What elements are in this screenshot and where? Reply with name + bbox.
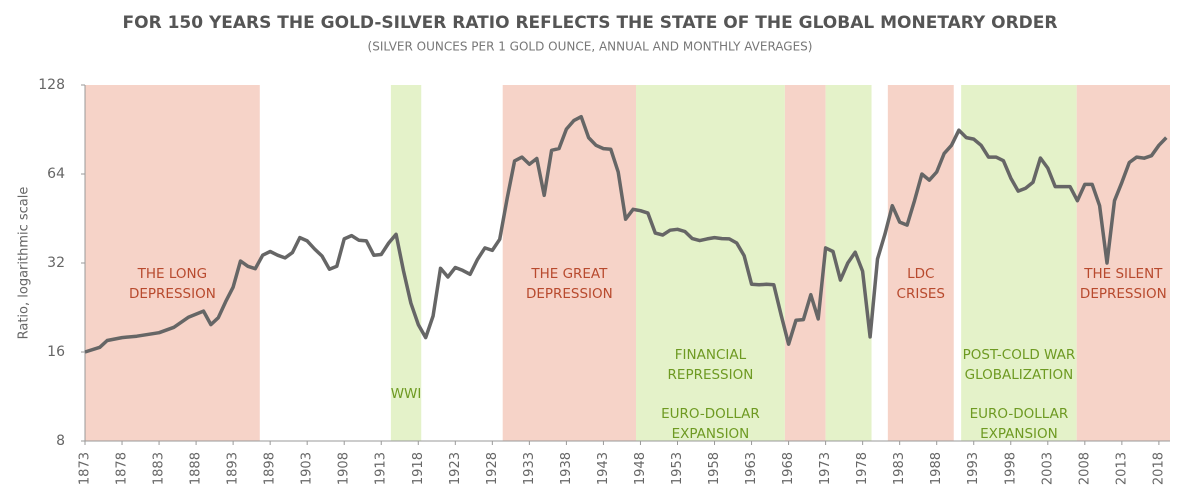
- x-tick-label: 1908: [337, 452, 352, 485]
- region-label: GLOBALIZATION: [965, 367, 1074, 383]
- x-tick-label: 1988: [929, 452, 944, 485]
- x-tick-label: 1873: [78, 452, 93, 485]
- x-tick-label: 1963: [744, 452, 759, 485]
- x-tick-label: 1878: [115, 452, 130, 485]
- region-label: DEPRESSION: [129, 286, 216, 302]
- x-tick-label: 1973: [818, 452, 833, 485]
- region-label: WWI: [391, 386, 422, 402]
- x-tick-label: 1928: [485, 452, 500, 485]
- region-label: REPRESSION: [668, 367, 754, 383]
- chart-title: FOR 150 YEARS THE GOLD-SILVER RATIO REFL…: [123, 13, 1058, 33]
- region: [784, 85, 826, 441]
- y-tick-label: 8: [56, 433, 65, 449]
- y-tick-label: 32: [47, 255, 65, 271]
- x-tick-label: 1943: [596, 452, 611, 485]
- x-tick-label: 2003: [1040, 452, 1055, 485]
- x-tick-label: 1923: [448, 452, 463, 485]
- region-label: DEPRESSION: [1080, 286, 1167, 302]
- x-tick-label: 1918: [411, 452, 426, 485]
- region-label: FINANCIAL: [675, 347, 747, 363]
- region: [961, 85, 1077, 441]
- x-tick-label: 1933: [522, 452, 537, 485]
- x-tick-label: 1998: [1003, 452, 1018, 485]
- region-label: THE GREAT: [530, 266, 608, 282]
- x-tick-label: 1978: [855, 452, 870, 485]
- x-tick-label: 1893: [226, 452, 241, 485]
- region-label: THE SILENT: [1083, 266, 1163, 282]
- chart-subtitle: (SILVER OUNCES PER 1 GOLD OUNCE, ANNUAL …: [368, 40, 813, 54]
- y-tick-label: 64: [47, 166, 65, 182]
- x-tick-label: 2013: [1114, 452, 1129, 485]
- region: [1076, 85, 1170, 441]
- x-tick-label: 1888: [189, 452, 204, 485]
- region-label: EXPANSION: [672, 426, 750, 442]
- region-label: THE LONG: [137, 266, 207, 282]
- x-tick-label: 1883: [152, 452, 167, 485]
- x-tick-label: 1898: [263, 452, 278, 485]
- region-label: CRISES: [897, 286, 945, 302]
- series-line: [84, 114, 1168, 354]
- x-tick-label: 1983: [892, 452, 907, 485]
- region: [887, 85, 954, 441]
- x-tick-label: 1958: [707, 452, 722, 485]
- x-tick-label: 1948: [633, 452, 648, 485]
- x-tick-label: 1938: [559, 452, 574, 485]
- region: [636, 85, 785, 441]
- x-tick-label: 1968: [781, 452, 796, 485]
- y-tick-label: 16: [47, 344, 65, 360]
- region: [85, 85, 260, 441]
- region-label: EXPANSION: [980, 426, 1058, 442]
- region-label: POST-COLD WAR: [963, 347, 1076, 363]
- region-label: EURO-DOLLAR: [970, 406, 1069, 422]
- region: [390, 85, 422, 441]
- x-tick-label: 2018: [1151, 452, 1166, 485]
- region-label: EURO-DOLLAR: [661, 406, 760, 422]
- y-tick-label: 128: [38, 77, 65, 93]
- x-tick-label: 1913: [374, 452, 389, 485]
- x-tick-label: 2008: [1077, 452, 1092, 485]
- y-axis-label: Ratio, logarithmic scale: [17, 187, 32, 340]
- x-tick-label: 1903: [300, 452, 315, 485]
- region-label: DEPRESSION: [526, 286, 613, 302]
- x-tick-label: 1993: [966, 452, 981, 485]
- x-tick-label: 1953: [670, 452, 685, 485]
- region: [502, 85, 637, 441]
- region-label: LDC: [907, 266, 934, 282]
